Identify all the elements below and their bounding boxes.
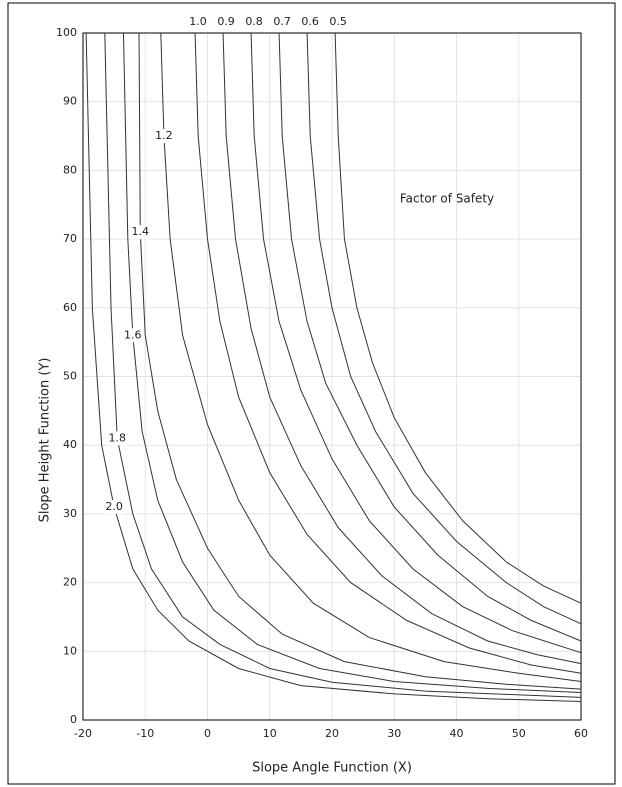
frame bbox=[7, 2, 616, 785]
x-tick-label: 50 bbox=[512, 727, 526, 740]
y-axis-title: Slope Height Function (Y) bbox=[38, 358, 53, 523]
label-bg bbox=[108, 431, 127, 446]
curve-label: 0.8 bbox=[245, 15, 263, 28]
x-tick-label: -10 bbox=[136, 727, 154, 740]
y-tick-label: 90 bbox=[63, 95, 77, 108]
curve bbox=[278, 32, 582, 642]
curve bbox=[160, 32, 582, 683]
x-tick-label: -20 bbox=[74, 727, 92, 740]
curve-label: 0.7 bbox=[273, 15, 291, 28]
curve bbox=[334, 32, 582, 604]
curve-label: 1.2 bbox=[155, 129, 173, 142]
y-tick-label: 40 bbox=[63, 438, 77, 451]
label-bg bbox=[131, 225, 150, 240]
x-tick-label: 0 bbox=[204, 727, 211, 740]
x-tick-label: 30 bbox=[387, 727, 401, 740]
curve-label: 2.0 bbox=[105, 500, 123, 513]
y-tick-label: 10 bbox=[63, 644, 77, 657]
annotation: Factor of Safety bbox=[400, 192, 494, 206]
plot-border bbox=[82, 32, 582, 721]
curve-label: 0.5 bbox=[329, 15, 347, 28]
curve bbox=[122, 32, 582, 694]
label-bg bbox=[154, 129, 173, 144]
y-tick-label: 100 bbox=[56, 26, 77, 39]
y-tick-label: 80 bbox=[63, 163, 77, 176]
curve-label: 0.9 bbox=[217, 15, 235, 28]
curve bbox=[250, 32, 582, 654]
y-tick-label: 30 bbox=[63, 507, 77, 520]
curve bbox=[104, 32, 582, 698]
label-bg bbox=[105, 500, 124, 515]
y-tick-label: 50 bbox=[63, 370, 77, 383]
x-tick-label: 10 bbox=[263, 727, 277, 740]
y-tick-label: 70 bbox=[63, 232, 77, 245]
curve-label: 1.8 bbox=[108, 431, 126, 444]
curve bbox=[194, 32, 582, 674]
y-tick-label: 60 bbox=[63, 301, 77, 314]
curve-label: 1.0 bbox=[189, 15, 207, 28]
curve-label: 0.6 bbox=[301, 15, 319, 28]
x-tick-label: 20 bbox=[325, 727, 339, 740]
curve bbox=[85, 32, 582, 702]
curve-label: 1.4 bbox=[132, 225, 150, 238]
curve bbox=[138, 32, 582, 690]
x-tick-label: 60 bbox=[574, 727, 588, 740]
curve bbox=[306, 32, 582, 625]
x-tick-label: 40 bbox=[450, 727, 464, 740]
label-bg bbox=[123, 328, 142, 343]
curve bbox=[222, 32, 582, 665]
y-tick-label: 20 bbox=[63, 576, 77, 589]
x-axis-title: Slope Angle Function (X) bbox=[252, 761, 412, 776]
curve-label: 1.6 bbox=[124, 328, 142, 341]
y-tick-label: 0 bbox=[70, 713, 77, 726]
